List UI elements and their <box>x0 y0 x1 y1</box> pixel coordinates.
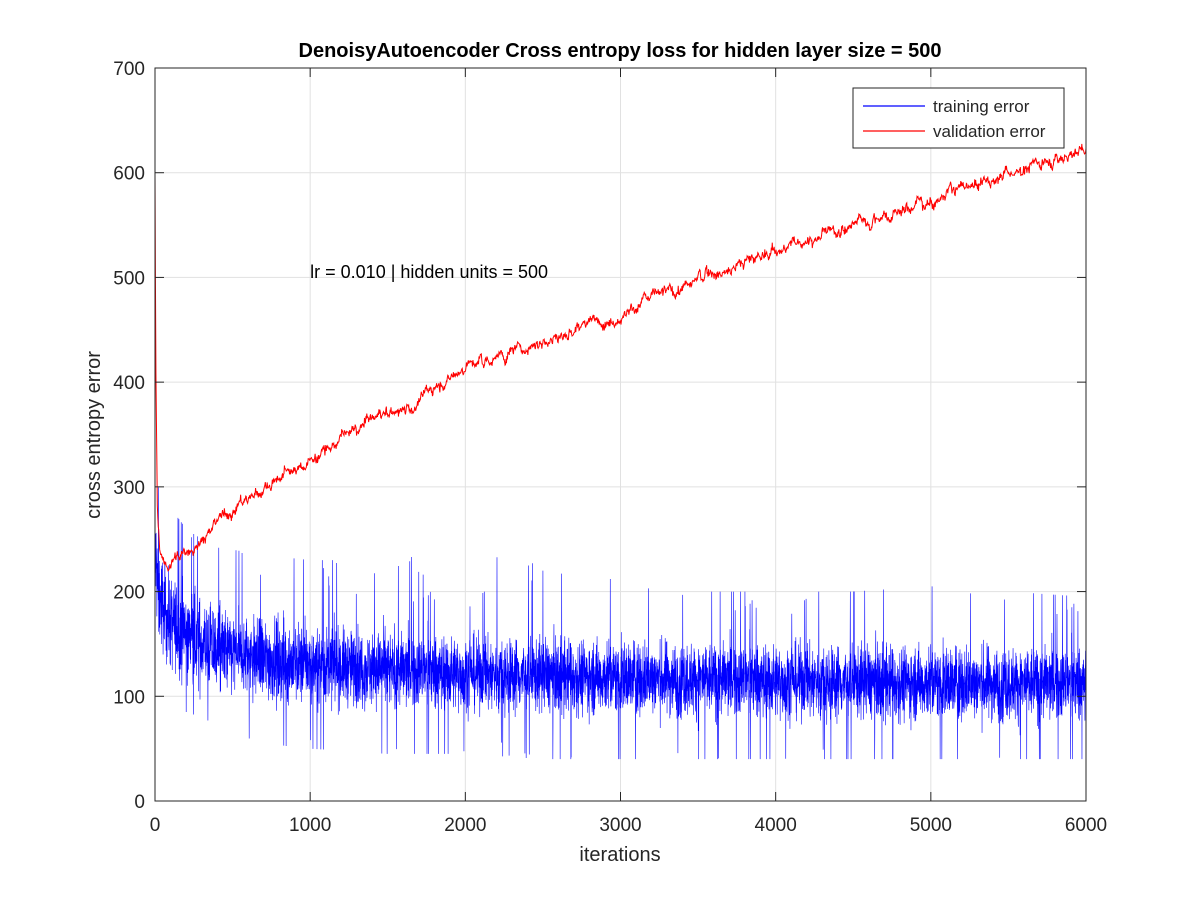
series-line-validation-error <box>154 143 1087 572</box>
y-tick-label: 700 <box>113 59 145 80</box>
series-line-training-error <box>154 487 1087 760</box>
x-tick-label: 3000 <box>599 815 641 836</box>
y-axis-label: cross entropy error <box>83 351 105 519</box>
annotation-text: lr = 0.010 | hidden units = 500 <box>310 262 548 282</box>
series-layer <box>154 143 1087 760</box>
axis-ticks: 0 1000 2000 3000 4000 5000 6000 0 100 200 300 400 50… <box>113 59 1107 836</box>
legend: training error validation error <box>852 87 1065 149</box>
x-tick-label: 5000 <box>910 815 952 836</box>
x-tick-label: 6000 <box>1065 815 1107 836</box>
y-tick-label: 100 <box>113 687 145 708</box>
chart-title: DenoisyAutoencoder Cross entropy loss fo… <box>299 40 942 62</box>
grid <box>155 68 1086 801</box>
legend-label-validation: validation error <box>933 122 1046 141</box>
x-tick-label: 0 <box>150 815 161 836</box>
legend-box <box>852 87 1065 149</box>
x-axis-label: iterations <box>579 844 660 866</box>
y-tick-label: 200 <box>113 583 145 604</box>
x-tick-label: 1000 <box>289 815 331 836</box>
y-tick-label: 600 <box>113 164 145 185</box>
x-tick-label: 4000 <box>755 815 797 836</box>
y-tick-label: 500 <box>113 268 145 289</box>
y-tick-label: 300 <box>113 478 145 499</box>
y-tick-label: 400 <box>113 373 145 394</box>
x-tick-label: 2000 <box>444 815 486 836</box>
y-tick-label: 0 <box>134 792 145 813</box>
legend-label-training: training error <box>933 97 1030 116</box>
